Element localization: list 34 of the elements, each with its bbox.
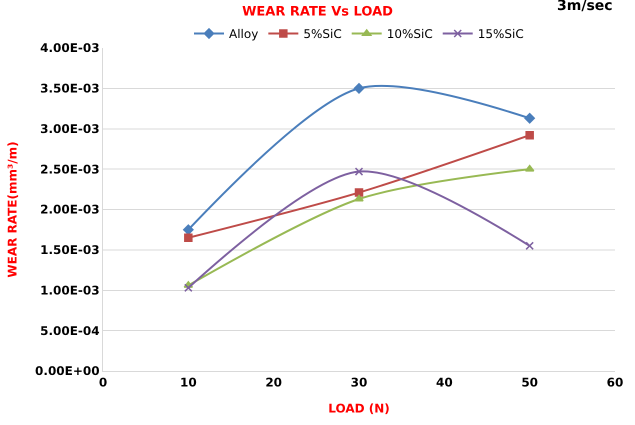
y-tick-label: 5.00E-04 (40, 324, 100, 338)
x-tick-label: 30 (350, 375, 368, 390)
legend-label: 10%SiC (386, 27, 433, 42)
x-axis-title: LOAD (N) (328, 401, 390, 416)
x-tick-label: 40 (436, 375, 453, 390)
point (525, 242, 534, 250)
chart-title: WEAR RATE Vs LOAD (242, 4, 394, 20)
x-tick-label: 60 (606, 375, 624, 390)
point (354, 83, 364, 94)
y-tick-label: 3.00E-03 (40, 122, 100, 136)
point (524, 164, 534, 172)
y-axis-title: WEAR RATE(mm³/m) (5, 141, 20, 278)
point (354, 167, 364, 176)
y-tick-label: 1.50E-03 (40, 243, 100, 258)
y-tick-label: 0.00E+00 (35, 364, 100, 378)
point (184, 284, 193, 292)
point (525, 130, 534, 140)
point (184, 234, 193, 242)
x-tick-label: 20 (265, 375, 282, 390)
y-tick-label: 1.00E-03 (40, 283, 100, 298)
y-tick-label: 3.50E-03 (40, 82, 100, 96)
x-tick-label: 10 (180, 375, 197, 390)
x-tick-label: 50 (521, 375, 538, 390)
legend-label: Alloy (229, 27, 258, 42)
y-tick-label: 2.00E-03 (40, 202, 100, 217)
legend-label: 5%SiC (303, 27, 342, 42)
legend-label: 15%SiC (478, 27, 524, 42)
point (354, 194, 364, 202)
y-tick-label: 2.50E-03 (40, 162, 100, 176)
x-tick-label: 0 (98, 375, 108, 390)
y-tick-label: 4.00E-03 (40, 41, 100, 56)
point (354, 188, 364, 197)
point (183, 224, 194, 235)
point (524, 112, 535, 124)
